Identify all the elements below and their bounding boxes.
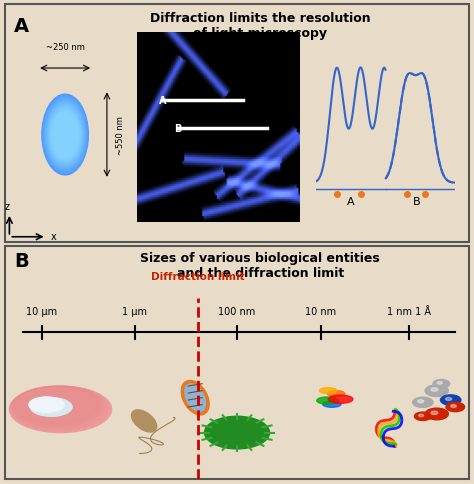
Ellipse shape [52, 112, 78, 158]
Ellipse shape [181, 380, 209, 415]
Ellipse shape [14, 386, 98, 424]
Text: 1 nm 1 Å: 1 nm 1 Å [387, 306, 431, 317]
Text: 10 nm: 10 nm [305, 306, 336, 317]
Text: ~550 nm: ~550 nm [116, 116, 125, 155]
FancyBboxPatch shape [5, 247, 469, 479]
Ellipse shape [44, 98, 87, 173]
Circle shape [425, 408, 448, 420]
Ellipse shape [9, 386, 111, 433]
Circle shape [204, 416, 270, 449]
Ellipse shape [317, 397, 338, 404]
Text: 10 μm: 10 μm [27, 306, 57, 317]
Ellipse shape [46, 102, 84, 168]
Ellipse shape [42, 96, 88, 175]
Ellipse shape [185, 384, 206, 411]
Ellipse shape [46, 101, 85, 169]
Ellipse shape [10, 386, 109, 431]
Ellipse shape [47, 103, 83, 167]
Ellipse shape [131, 410, 157, 432]
Circle shape [418, 400, 424, 403]
Text: Diffraction limit: Diffraction limit [151, 272, 244, 282]
Text: A: A [159, 96, 166, 106]
Text: Sizes of various biological entities
and the diffraction limit: Sizes of various biological entities and… [140, 252, 380, 279]
Text: ~250 nm: ~250 nm [46, 43, 84, 52]
Ellipse shape [52, 113, 78, 157]
Text: A: A [347, 196, 355, 206]
Ellipse shape [42, 95, 88, 176]
Ellipse shape [9, 386, 111, 433]
Text: x: x [51, 232, 57, 242]
Ellipse shape [11, 386, 106, 429]
Ellipse shape [48, 106, 82, 165]
Circle shape [437, 382, 442, 384]
Ellipse shape [13, 386, 100, 425]
Ellipse shape [30, 398, 72, 416]
Ellipse shape [43, 97, 87, 173]
Ellipse shape [50, 109, 80, 161]
Ellipse shape [45, 101, 85, 170]
Ellipse shape [46, 103, 84, 168]
Circle shape [440, 395, 461, 405]
Ellipse shape [319, 388, 337, 394]
Circle shape [419, 414, 424, 417]
Ellipse shape [50, 109, 81, 162]
Ellipse shape [53, 114, 78, 157]
Ellipse shape [51, 110, 80, 160]
Text: B: B [14, 252, 29, 271]
Circle shape [451, 405, 456, 408]
Ellipse shape [49, 108, 81, 163]
Ellipse shape [48, 106, 82, 165]
Ellipse shape [47, 104, 83, 166]
Text: 1 μm: 1 μm [122, 306, 147, 317]
Circle shape [412, 397, 433, 408]
Ellipse shape [328, 391, 345, 397]
Ellipse shape [52, 112, 79, 159]
Ellipse shape [44, 98, 86, 172]
Circle shape [446, 398, 452, 401]
Text: B: B [412, 196, 420, 206]
Ellipse shape [13, 386, 101, 426]
Ellipse shape [44, 99, 86, 171]
Ellipse shape [328, 395, 353, 404]
Text: z: z [5, 201, 10, 211]
Circle shape [446, 403, 465, 412]
Text: A: A [14, 17, 29, 36]
Ellipse shape [11, 386, 108, 430]
FancyBboxPatch shape [5, 5, 469, 242]
Ellipse shape [29, 397, 64, 412]
Ellipse shape [47, 105, 83, 166]
Ellipse shape [49, 107, 82, 164]
Circle shape [431, 388, 438, 392]
Ellipse shape [49, 107, 81, 163]
Ellipse shape [323, 401, 341, 408]
Text: B: B [173, 124, 181, 134]
Text: 100 nm: 100 nm [219, 306, 255, 317]
Ellipse shape [43, 96, 88, 174]
Text: Diffraction limits the resolution
of light microscopy: Diffraction limits the resolution of lig… [150, 12, 371, 40]
Ellipse shape [12, 386, 104, 427]
Circle shape [414, 412, 431, 421]
Ellipse shape [51, 111, 79, 160]
Circle shape [433, 380, 450, 388]
Circle shape [431, 411, 438, 415]
Ellipse shape [45, 100, 85, 171]
Circle shape [425, 385, 448, 397]
